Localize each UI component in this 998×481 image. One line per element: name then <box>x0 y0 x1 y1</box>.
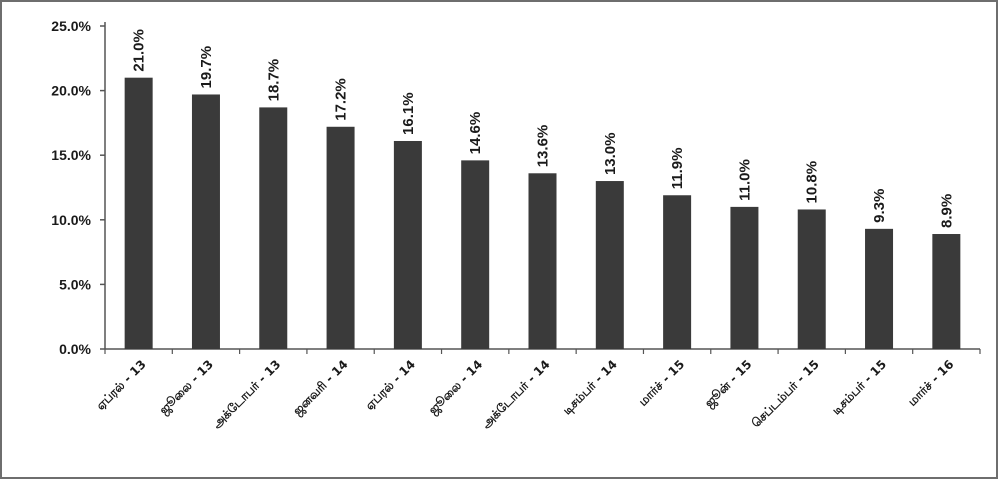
bar <box>797 209 826 349</box>
bar <box>326 126 355 349</box>
data-label: 11.9% <box>669 148 686 190</box>
bar <box>259 107 288 349</box>
y-tick-label: 15.0% <box>51 147 91 163</box>
x-tick-label: ஏப்ரல் - 14 <box>363 357 418 412</box>
x-tick-label: ஜூலை - 14 <box>426 357 486 417</box>
bar <box>932 234 961 349</box>
bar <box>393 140 422 349</box>
bar <box>730 206 759 349</box>
data-label: 16.1% <box>400 92 417 135</box>
y-tick-label: 5.0% <box>59 276 91 292</box>
bar <box>124 77 153 350</box>
x-tick-label: ஜூலை - 13 <box>156 357 216 417</box>
bar <box>865 228 894 349</box>
data-label: 13.0% <box>602 132 619 175</box>
x-tick-label: மார்ச் - 15 <box>636 357 688 409</box>
x-tick-label: ஜனவரி - 14 <box>290 357 351 418</box>
data-label: 17.2% <box>333 78 350 121</box>
x-tick-label: டிசம்பர் - 14 <box>560 357 621 418</box>
bar <box>528 173 557 349</box>
bar <box>663 195 692 349</box>
x-tick-label: மார்ச் - 16 <box>905 357 957 409</box>
y-tick-label: 0.0% <box>59 341 91 357</box>
x-tick-label: அக்டோபர் - 14 <box>479 357 553 431</box>
data-label: 14.6% <box>467 112 484 155</box>
data-label: 11.0% <box>736 159 753 201</box>
data-label: 8.9% <box>938 194 955 228</box>
data-label: 18.7% <box>265 59 282 102</box>
x-tick-label: செப்டம்பர் - 15 <box>749 357 822 430</box>
bar <box>461 160 490 349</box>
x-tick-label: டிசம்பர் - 15 <box>829 357 890 418</box>
x-tick-label: ஏப்ரல் - 13 <box>93 357 148 412</box>
data-label: 21.0% <box>131 29 148 72</box>
bar <box>191 94 220 349</box>
data-label: 10.8% <box>804 161 821 204</box>
x-tick-label: ஜூன் - 15 <box>702 357 756 411</box>
y-tick-label: 10.0% <box>51 212 91 228</box>
bar <box>595 181 624 349</box>
data-label: 13.6% <box>535 125 552 168</box>
y-tick-label: 25.0% <box>51 18 91 34</box>
data-label: 19.7% <box>198 46 215 89</box>
x-tick-label: அக்டோபர் - 13 <box>209 357 283 431</box>
data-label: 9.3% <box>871 189 888 223</box>
y-tick-label: 20.0% <box>51 83 91 99</box>
